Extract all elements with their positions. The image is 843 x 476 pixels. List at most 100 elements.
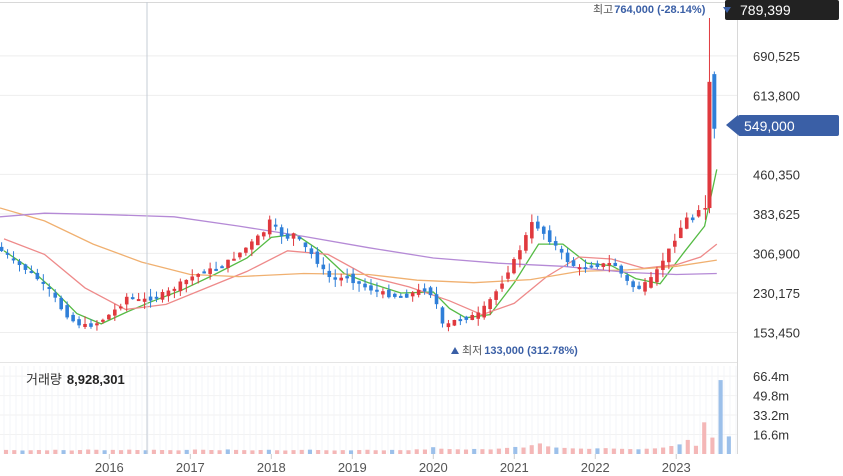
current-price-badge-label: 549,000 [744,118,795,134]
candle-body [707,81,712,209]
volume-bar [521,447,526,454]
candle-body [124,296,129,305]
candle-body [631,281,635,288]
candle-body [113,309,117,316]
candle-body [422,288,427,292]
candle-body [101,319,105,322]
candle-body [303,242,308,248]
volume-bar [118,450,124,454]
candle-body [547,230,552,243]
candle-body [535,221,540,229]
candle-body [202,271,206,274]
max-price-badge: 789,399 [725,0,839,20]
volume-bar [102,450,107,454]
volume-bar [710,437,715,454]
volume-bars [3,366,737,454]
high-annotation-label: 최고 [593,3,613,16]
candle-body [488,299,492,309]
max-price-badge-label: 789,399 [740,2,791,18]
time-tick-label: 2022 [581,460,610,475]
candle-body [208,268,212,274]
candle-body [690,217,695,221]
ma-line-red [3,238,718,316]
candle-body [339,277,343,281]
candle-body [148,296,153,301]
candle-body [381,291,385,295]
volume-tick-label: 49.8m [753,389,789,404]
candle-body [166,290,171,297]
volume-bar [562,447,567,454]
candle-body [291,233,296,239]
candle-body [410,292,415,297]
candle-body [643,282,647,292]
volume-bar [669,446,674,454]
time-tick-label: 2019 [338,460,367,475]
candle-body [595,263,600,267]
volume-bar [603,448,608,454]
volume-bar [86,449,91,454]
volume-bar [20,450,25,454]
candle-body [190,276,195,281]
svg-text:최고764,000 (-28.14%): 최고764,000 (-28.14%) [593,3,706,16]
low-annotation: 최저 133,000 (312.78%) [451,344,578,357]
volume-bar [628,449,633,454]
volume-bar [176,450,181,454]
candle-body [440,307,445,324]
candle-body [500,283,504,289]
candle-body [65,305,69,318]
candle-body [363,283,367,288]
candle-body [261,232,266,237]
candle-body [494,291,498,300]
volume-bar [94,449,99,454]
price-plot-area [0,0,737,360]
high-marker-icon [723,7,731,13]
current-price-badge: 549,000 [726,115,839,136]
candle-body [309,248,314,255]
volume-bar [505,447,510,454]
volume-bar [291,450,296,454]
candle-body [452,319,457,326]
price-tick-label: 306,900 [753,246,800,261]
volume-bar [357,450,362,454]
volume-grid-lines [0,375,737,436]
candles [0,17,717,332]
candle-body [482,305,486,318]
candle-body [136,299,141,302]
high-annotation-value: 764,000 (-28.14%) [614,4,705,16]
candle-body [464,316,469,320]
candle-body [703,208,708,210]
candle-body [160,292,165,300]
volume-bar [12,450,17,454]
volume-bar [332,450,337,454]
volume-bar [151,449,156,454]
volume-bar [283,450,288,454]
candle-body [226,259,230,269]
volume-bar [69,450,74,454]
volume-bar [192,449,198,454]
candle-body [571,260,576,266]
volume-tick-label: 16.6m [753,428,789,443]
candle-body [118,306,123,309]
candle-body [607,263,612,266]
candle-body [285,233,290,239]
volume-bar [439,448,444,454]
volume-bar [718,380,723,454]
volume-bar [299,449,304,454]
volume-bar [570,448,575,454]
candle-body [0,246,4,252]
candle-body [327,270,332,278]
candle-body [71,314,75,322]
high-annotation: 최고764,000 (-28.14%) [593,3,731,16]
volume-bar [595,448,600,454]
candle-body [506,272,510,279]
volume-bar [168,450,173,454]
volume-bar [431,447,436,454]
candle-body [279,227,284,237]
volume-bar [661,447,666,454]
candle-body [238,252,242,258]
moving-averages [0,169,718,325]
candle-body [357,281,361,284]
volume-bar [578,448,584,454]
